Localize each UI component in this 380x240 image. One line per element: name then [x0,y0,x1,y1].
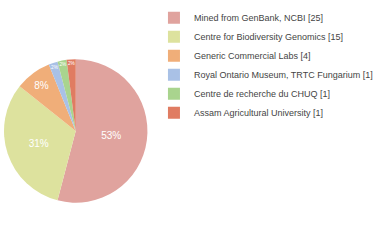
svg-text:Royal Ontario Museum, TRTC Fun: Royal Ontario Museum, TRTC Fungarium [1] [194,70,373,80]
svg-text:Generic Commercial Labs [4]: Generic Commercial Labs [4] [194,51,311,61]
svg-text:53%: 53% [101,130,121,141]
svg-text:Assam Agricultural University: Assam Agricultural University [1] [194,108,323,118]
svg-text:2%: 2% [51,65,59,70]
svg-text:31%: 31% [29,138,49,149]
svg-text:Centre for Biodiversity Genomi: Centre for Biodiversity Genomics [15] [194,32,343,42]
svg-text:Mined from GenBank, NCBI [25]: Mined from GenBank, NCBI [25] [194,13,323,23]
svg-text:2%: 2% [68,61,76,66]
svg-text:Centre de recherche du CHUQ [1: Centre de recherche du CHUQ [1] [194,89,330,99]
svg-text:8%: 8% [34,80,49,91]
svg-text:2%: 2% [59,62,67,67]
